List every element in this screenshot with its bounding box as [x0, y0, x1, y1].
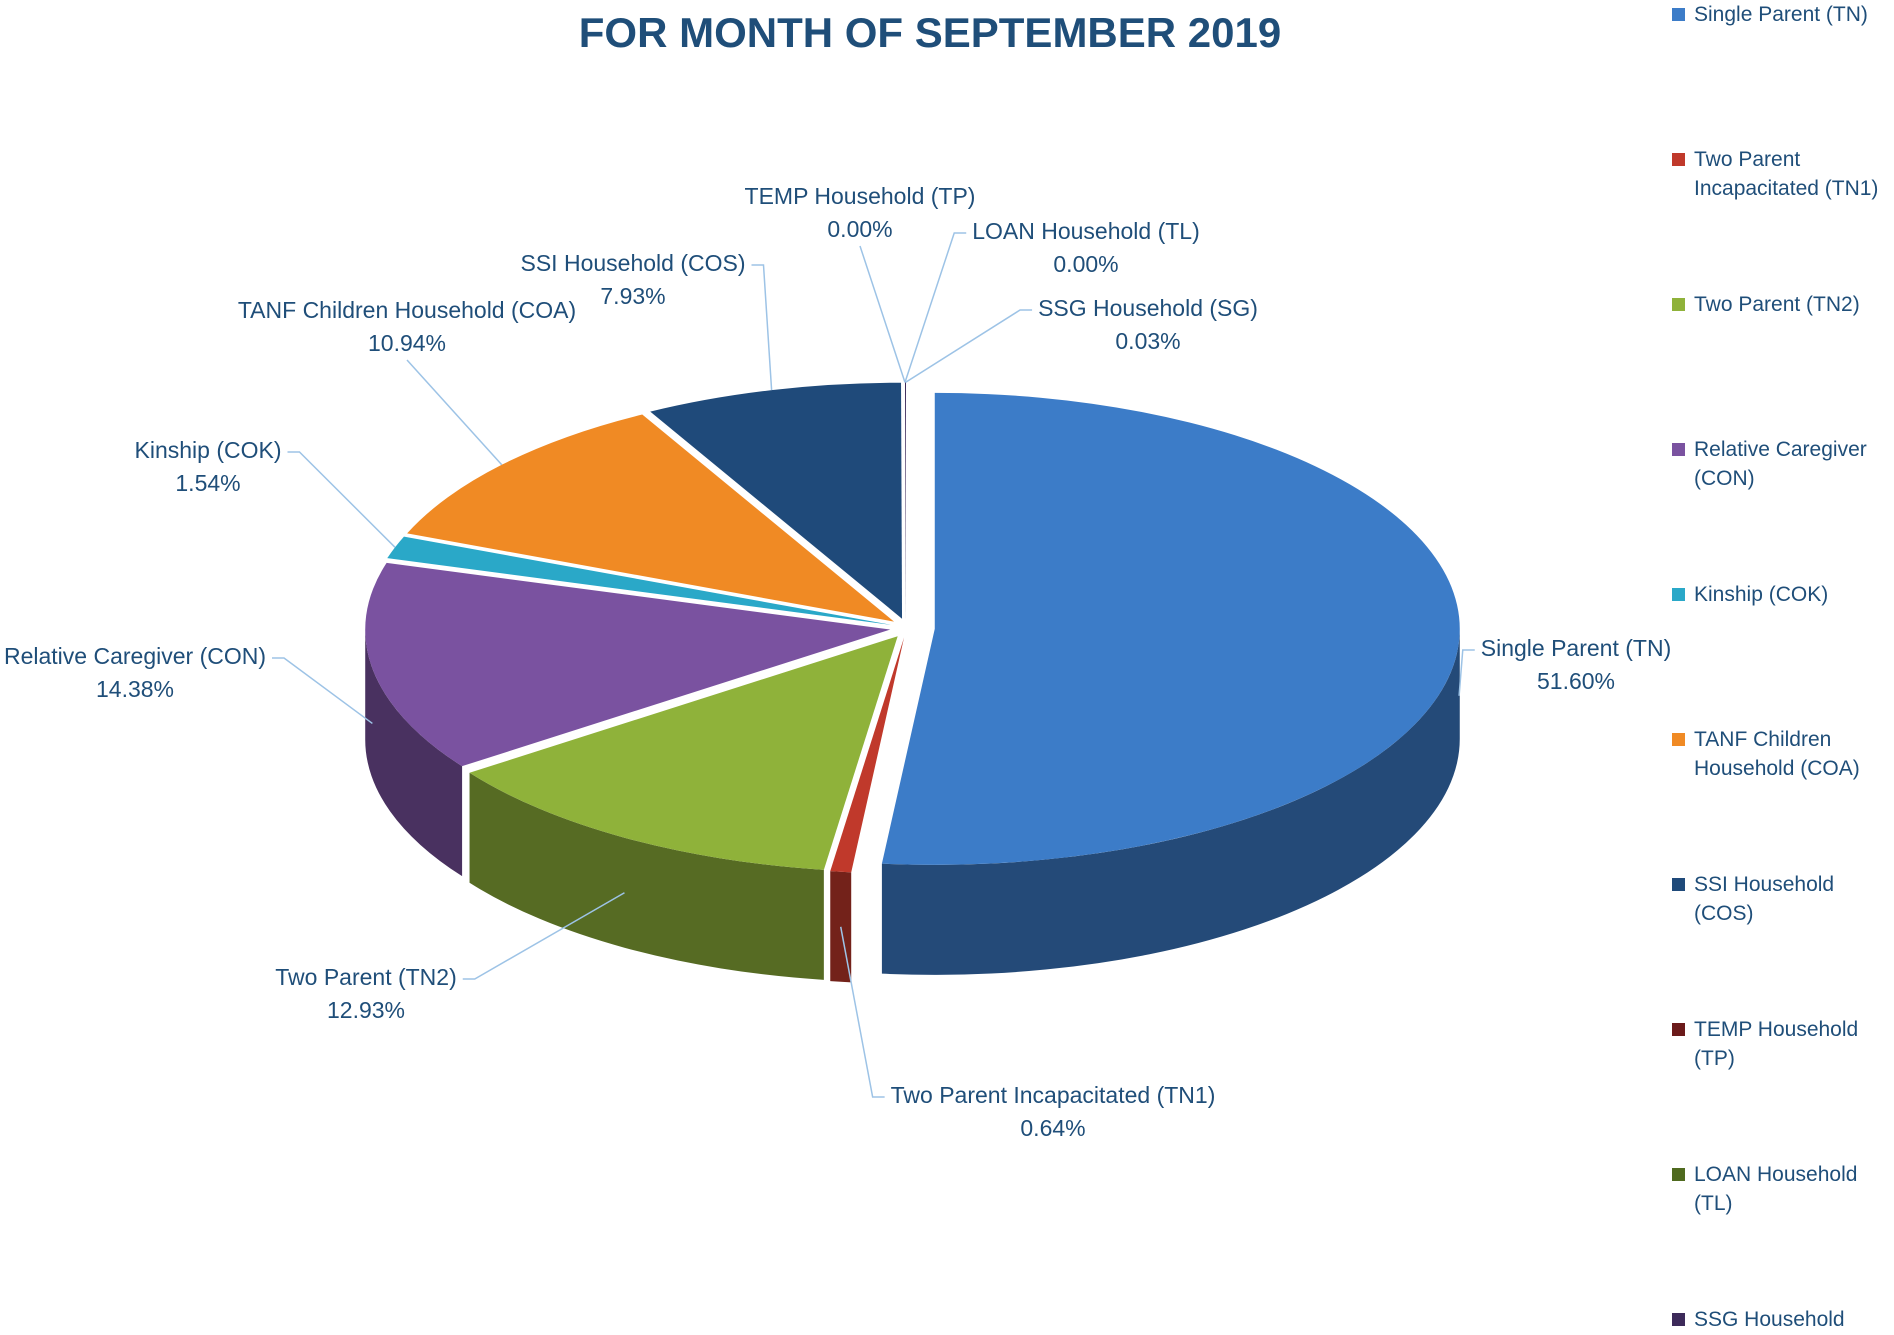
data-label-name: Two Parent (TN2) — [275, 964, 457, 990]
legend-label: Two Parent (TN2) — [1694, 293, 1860, 316]
legend-swatch — [1672, 878, 1685, 891]
legend-swatch — [1672, 1168, 1685, 1181]
data-label-name: SSG Household (SG) — [1038, 295, 1258, 321]
legend-swatch — [1672, 588, 1685, 601]
legend-swatch — [1672, 298, 1685, 311]
data-label-value: 7.93% — [600, 283, 665, 309]
data-label-name: SSI Household (COS) — [521, 250, 746, 276]
legend-item: TANF Children Household (COA) — [1672, 725, 1890, 783]
slice-side — [469, 772, 824, 980]
leader-line — [462, 892, 625, 980]
leader-line — [1458, 649, 1475, 696]
slice — [387, 536, 891, 625]
slice — [365, 562, 891, 767]
data-label: Two Parent Incapacitated (TN1) 0.64% — [891, 1082, 1216, 1141]
legend-label: SSI Household (COS) — [1694, 873, 1835, 925]
data-label-name: Relative Caregiver (CON) — [4, 643, 266, 669]
data-label: Two Parent (TN2) 12.93% — [275, 964, 457, 1023]
legend-item: SSG Household (SG) — [1672, 1305, 1890, 1335]
leader-line — [406, 359, 503, 466]
legend-item: Kinship (COK) — [1672, 580, 1890, 609]
data-label: SSI Household (COS) 7.93% — [521, 250, 746, 309]
data-label-name: Single Parent (TN) — [1481, 635, 1671, 661]
data-label-value: 1.54% — [175, 470, 240, 496]
slice-side — [881, 628, 1460, 975]
legend-label: SSG Household (SG) — [1694, 1308, 1845, 1331]
legend-label: TANF Children Household (COA) — [1694, 728, 1860, 780]
leader-line — [272, 657, 373, 725]
legend-swatch — [1672, 153, 1685, 166]
data-label-name: Two Parent Incapacitated (TN1) — [891, 1082, 1216, 1108]
legend-item: Two Parent (TN2) — [1672, 290, 1890, 319]
data-label-value: 0.64% — [1020, 1115, 1085, 1141]
legend-item: Two Parent Incapacitated (TN1) — [1672, 145, 1890, 203]
leader-line — [859, 245, 906, 383]
chart-title: FOR MONTH OF SEPTEMBER 2019 — [579, 9, 1281, 56]
slice — [904, 382, 906, 619]
legend-swatch — [1672, 1023, 1685, 1036]
data-label: SSG Household (SG) 0.03% — [1038, 295, 1258, 354]
leader-line — [905, 309, 1033, 384]
legend-item: Single Parent (TN) — [1672, 0, 1890, 29]
legend-item: SSI Household (COS) — [1672, 870, 1890, 928]
data-label: TANF Children Household (COA) 10.94% — [238, 297, 576, 356]
leader-line — [287, 451, 396, 548]
data-label-name: Kinship (COK) — [135, 437, 282, 463]
data-label: Kinship (COK) 1.54% — [135, 437, 282, 496]
legend-item: Relative Caregiver (CON) — [1672, 435, 1890, 493]
data-label-value: 0.03% — [1115, 328, 1180, 354]
legend-swatch — [1672, 1313, 1685, 1326]
data-label: LOAN Household (TL) 0.00% — [972, 218, 1200, 277]
legend-item: LOAN Household (TL) — [1672, 1160, 1890, 1218]
legend-label: LOAN Household (TL) — [1694, 1163, 1858, 1215]
slice — [650, 382, 903, 619]
legend-label: Kinship (COK) — [1694, 583, 1829, 606]
data-label: Relative Caregiver (CON) 14.38% — [4, 643, 266, 702]
leader-line — [751, 264, 773, 391]
data-label: TEMP Household (TP) 0.00% — [745, 183, 976, 242]
slice-side — [365, 629, 463, 877]
data-label-value: 0.00% — [827, 216, 892, 242]
legend-label: Two Parent Incapacitated (TN1) — [1694, 148, 1879, 200]
legend-label: Relative Caregiver (CON) — [1694, 438, 1867, 490]
legend-swatch — [1672, 443, 1685, 456]
data-label-name: TEMP Household (TP) — [745, 183, 976, 209]
data-label-name: TANF Children Household (COA) — [238, 297, 576, 323]
slice — [407, 414, 895, 622]
data-label-value: 0.00% — [1053, 251, 1118, 277]
slice — [881, 392, 1460, 865]
legend-swatch — [1672, 8, 1685, 21]
legend-label: TEMP Household (TP) — [1694, 1018, 1859, 1070]
leader-line — [904, 232, 967, 383]
slice — [469, 636, 898, 870]
data-label: Single Parent (TN) 51.60% — [1481, 635, 1671, 694]
data-label-value: 14.38% — [96, 676, 174, 702]
legend-label: Single Parent (TN) — [1694, 3, 1868, 26]
leader-line — [839, 926, 885, 1098]
data-label-value: 12.93% — [327, 997, 405, 1023]
slice — [830, 637, 905, 873]
data-label-name: LOAN Household (TL) — [972, 218, 1200, 244]
data-label-value: 51.60% — [1537, 668, 1615, 694]
data-label-value: 10.94% — [368, 330, 446, 356]
legend-item: TEMP Household (TP) — [1672, 1015, 1890, 1073]
legend-swatch — [1672, 733, 1685, 746]
